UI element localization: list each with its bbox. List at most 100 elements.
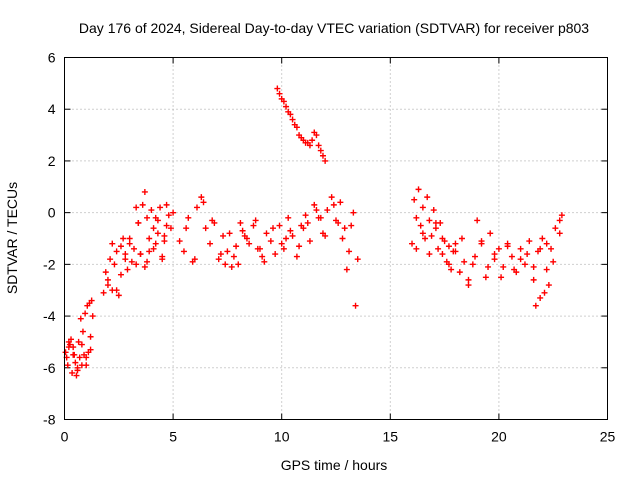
data-point bbox=[287, 111, 294, 118]
data-point bbox=[113, 287, 120, 294]
x-tick-label: 0 bbox=[61, 429, 69, 445]
data-point bbox=[74, 367, 81, 374]
data-point bbox=[424, 194, 431, 201]
data-point bbox=[508, 253, 515, 260]
data-point bbox=[435, 245, 442, 252]
data-point bbox=[283, 235, 290, 242]
data-point bbox=[445, 261, 452, 268]
data-point bbox=[65, 338, 72, 345]
data-point bbox=[556, 230, 563, 237]
data-point bbox=[500, 263, 507, 270]
data-point bbox=[504, 243, 511, 250]
data-point bbox=[217, 251, 224, 258]
data-point bbox=[135, 219, 142, 226]
data-point bbox=[152, 214, 159, 221]
data-point bbox=[165, 212, 172, 219]
data-point bbox=[224, 248, 231, 255]
data-point bbox=[511, 266, 518, 273]
data-point bbox=[422, 235, 429, 242]
data-point bbox=[65, 344, 72, 351]
data-point bbox=[324, 207, 331, 214]
data-point bbox=[350, 209, 357, 216]
data-point bbox=[62, 349, 69, 356]
data-point bbox=[548, 245, 555, 252]
y-tick-label: 2 bbox=[48, 153, 56, 169]
y-tick-label: -6 bbox=[43, 360, 56, 376]
data-point bbox=[524, 251, 531, 258]
data-point bbox=[124, 266, 131, 273]
data-point bbox=[346, 248, 353, 255]
data-point bbox=[141, 263, 148, 270]
data-point bbox=[530, 276, 537, 283]
data-point bbox=[82, 310, 89, 317]
data-point bbox=[465, 276, 472, 283]
data-point bbox=[200, 199, 207, 206]
data-point bbox=[545, 282, 552, 289]
data-point bbox=[439, 251, 446, 258]
data-point bbox=[70, 351, 77, 358]
data-point bbox=[78, 362, 85, 369]
data-point bbox=[228, 263, 235, 270]
data-point bbox=[313, 132, 320, 139]
x-tick-label: 5 bbox=[169, 429, 177, 445]
data-point bbox=[293, 253, 300, 260]
data-point bbox=[289, 232, 296, 239]
data-point bbox=[109, 240, 116, 247]
data-point bbox=[185, 214, 192, 221]
data-point bbox=[556, 217, 563, 224]
data-point bbox=[115, 292, 122, 299]
data-point bbox=[150, 225, 157, 232]
x-tick-label: 10 bbox=[274, 429, 290, 445]
data-point bbox=[495, 245, 502, 252]
y-tick-label: 4 bbox=[48, 101, 56, 117]
data-point bbox=[317, 147, 324, 154]
grid-lines bbox=[64, 57, 608, 420]
data-point bbox=[552, 225, 559, 232]
data-point bbox=[539, 235, 546, 242]
data-point bbox=[133, 261, 140, 268]
data-point bbox=[126, 240, 133, 247]
data-point bbox=[517, 245, 524, 252]
y-tick-label: 6 bbox=[48, 50, 56, 66]
data-point bbox=[472, 253, 479, 260]
data-point bbox=[256, 245, 263, 252]
data-point bbox=[541, 289, 548, 296]
y-tick-label: 0 bbox=[48, 205, 56, 221]
data-point bbox=[330, 201, 337, 208]
data-point bbox=[191, 256, 198, 263]
data-point bbox=[517, 256, 524, 263]
data-point bbox=[128, 258, 135, 265]
data-point bbox=[289, 116, 296, 123]
data-point bbox=[117, 243, 124, 250]
data-point bbox=[159, 253, 166, 260]
data-point bbox=[283, 103, 290, 110]
data-point bbox=[220, 232, 227, 239]
y-tick-label: -8 bbox=[43, 412, 56, 428]
data-point bbox=[141, 188, 148, 195]
y-tick-label: -2 bbox=[43, 256, 56, 272]
data-point bbox=[137, 251, 144, 258]
data-point bbox=[341, 225, 348, 232]
data-point bbox=[491, 256, 498, 263]
data-point bbox=[77, 315, 84, 322]
data-point bbox=[474, 217, 481, 224]
data-point bbox=[354, 256, 361, 263]
data-point bbox=[485, 263, 492, 270]
data-point bbox=[304, 219, 311, 226]
data-point bbox=[144, 214, 151, 221]
data-point bbox=[543, 266, 550, 273]
data-point bbox=[87, 333, 94, 340]
x-axis-label: GPS time / hours bbox=[281, 457, 388, 473]
data-point bbox=[335, 219, 342, 226]
data-point bbox=[426, 217, 433, 224]
data-point bbox=[176, 238, 183, 245]
data-point bbox=[250, 222, 257, 229]
data-points bbox=[62, 85, 565, 379]
data-point bbox=[146, 248, 153, 255]
data-point bbox=[419, 230, 426, 237]
data-point bbox=[315, 142, 322, 149]
data-point bbox=[465, 282, 472, 289]
data-point bbox=[417, 222, 424, 229]
data-point bbox=[478, 238, 485, 245]
